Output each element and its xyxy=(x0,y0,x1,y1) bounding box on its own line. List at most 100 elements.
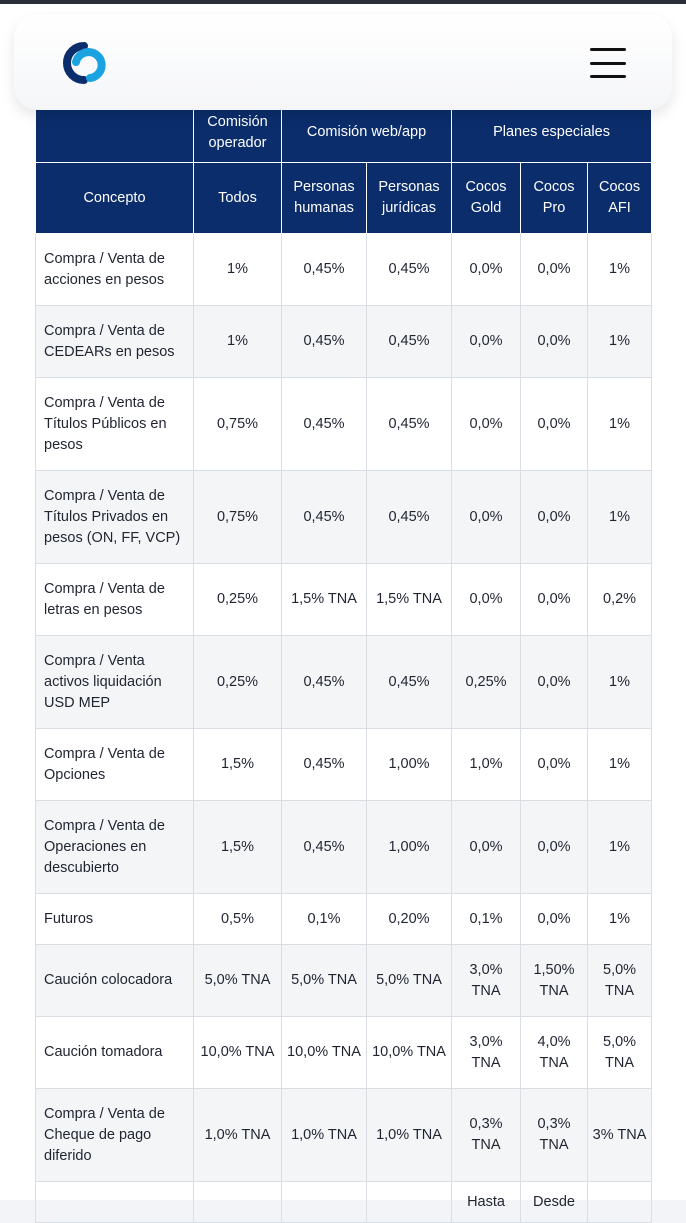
cell-cocos-gold: 0,0% xyxy=(451,563,522,636)
cell-individuals: 0,45% xyxy=(281,800,367,894)
cell-all: 1,0% TNA xyxy=(193,1088,282,1182)
cell-all: 5,0% TNA xyxy=(193,944,282,1017)
cell-individuals xyxy=(281,1181,367,1223)
cell-cocos-gold: 0,0% xyxy=(451,377,522,471)
table-row: Compra / Venta de Opciones 1,5% 0,45% 1,00%… xyxy=(35,728,653,801)
group-header-row: Comisión operador Comisión web/app Plane… xyxy=(35,102,653,163)
cell-companies: 0,45% xyxy=(365,305,453,378)
cell-concept: Compra / Venta de Títulos Públicos en pe… xyxy=(35,377,194,471)
cell-concept: Compra / Venta de Opciones xyxy=(35,728,194,801)
cell-companies: 0,45% xyxy=(365,377,453,471)
cell-cocos-pro: 0,0% xyxy=(520,305,589,378)
column-header-cocos-gold: Cocos Gold xyxy=(451,162,522,234)
table-row: Compra / Venta activos liquidación USD M… xyxy=(35,635,653,729)
cell-companies: 0,45% xyxy=(365,635,453,729)
column-header-cocos-afi: Cocos AFI xyxy=(587,162,653,234)
column-header-row: Concepto Todos Personas humanas Personas… xyxy=(35,162,653,234)
cell-cocos-gold: 3,0% TNA xyxy=(451,1016,522,1089)
cell-companies: 10,0% TNA xyxy=(365,1016,453,1089)
hamburger-menu-icon[interactable] xyxy=(590,48,628,78)
cell-all: 1,5% xyxy=(193,800,282,894)
column-header-individuals: Personas humanas xyxy=(281,162,367,234)
cell-all: 10,0% TNA xyxy=(193,1016,282,1089)
cell-cocos-afi: 5,0% TNA xyxy=(587,944,653,1017)
cell-concept: Compra / Venta activos liquidación USD M… xyxy=(35,635,194,729)
cell-cocos-afi: 1% xyxy=(587,305,653,378)
cell-cocos-afi: 1% xyxy=(587,470,653,564)
cell-cocos-gold: 0,3% TNA xyxy=(451,1088,522,1182)
cell-individuals: 5,0% TNA xyxy=(281,944,367,1017)
cell-companies: 0,20% xyxy=(365,893,453,945)
table-row: Compra / Venta de CEDEARs en pesos 1% 0,45… xyxy=(35,305,653,378)
cell-cocos-pro: 0,0% xyxy=(520,470,589,564)
column-header-companies: Personas jurídicas xyxy=(365,162,453,234)
cell-cocos-afi: 3% TNA xyxy=(587,1088,653,1182)
cell-cocos-afi: 1% xyxy=(587,377,653,471)
cell-individuals: 10,0% TNA xyxy=(281,1016,367,1089)
cell-cocos-afi: 1% xyxy=(587,233,653,306)
cell-all: 1,5% xyxy=(193,728,282,801)
cell-cocos-afi: 0,2% xyxy=(587,563,653,636)
cell-individuals: 1,5% TNA xyxy=(281,563,367,636)
cocos-logo-icon[interactable] xyxy=(54,38,114,88)
header-special-plans: Planes especiales xyxy=(451,102,653,163)
cell-cocos-gold: 0,0% xyxy=(451,470,522,564)
cell-cocos-gold: 0,0% xyxy=(451,305,522,378)
cell-concept: Futuros xyxy=(35,893,194,945)
cell-companies xyxy=(365,1181,453,1223)
header-operator-commission: Comisión operador xyxy=(193,102,282,163)
table-row: Hasta Desde xyxy=(35,1181,653,1223)
table-row: Caución colocadora 5,0% TNA 5,0% TNA 5,0% T… xyxy=(35,944,653,1017)
cell-cocos-gold: 0,1% xyxy=(451,893,522,945)
cell-concept: Caución tomadora xyxy=(35,1016,194,1089)
cell-companies: 0,45% xyxy=(365,233,453,306)
cell-cocos-gold: Hasta xyxy=(451,1181,522,1223)
cell-cocos-pro: 1,50% TNA xyxy=(520,944,589,1017)
cell-cocos-pro: 4,0% TNA xyxy=(520,1016,589,1089)
cell-cocos-pro: 0,0% xyxy=(520,635,589,729)
cell-individuals: 0,45% xyxy=(281,305,367,378)
cell-cocos-gold: 0,0% xyxy=(451,233,522,306)
cell-companies: 0,45% xyxy=(365,470,453,564)
cell-cocos-pro: Desde xyxy=(520,1181,589,1223)
cell-cocos-afi xyxy=(587,1181,653,1223)
cell-companies: 1,5% TNA xyxy=(365,563,453,636)
cell-cocos-afi: 5,0% TNA xyxy=(587,1016,653,1089)
cell-cocos-afi: 1% xyxy=(587,800,653,894)
cell-concept: Caución colocadora xyxy=(35,944,194,1017)
cell-individuals: 0,45% xyxy=(281,470,367,564)
table-row: Compra / Venta de acciones en pesos 1% 0,4… xyxy=(35,233,653,306)
cell-concept: Compra / Venta de CEDEARs en pesos xyxy=(35,305,194,378)
cell-concept: Compra / Venta de letras en pesos xyxy=(35,563,194,636)
header-blank xyxy=(35,102,194,163)
cell-all: 1% xyxy=(193,233,282,306)
cell-cocos-pro: 0,0% xyxy=(520,728,589,801)
column-header-all: Todos xyxy=(193,162,282,234)
cell-cocos-pro: 0,0% xyxy=(520,377,589,471)
cell-individuals: 0,45% xyxy=(281,728,367,801)
cell-cocos-gold: 0,0% xyxy=(451,800,522,894)
table-row: Compra / Venta de Títulos Públicos en pe… xyxy=(35,377,653,471)
cell-cocos-afi: 1% xyxy=(587,893,653,945)
cell-cocos-afi: 1% xyxy=(587,635,653,729)
table-row: Caución tomadora 10,0% TNA 10,0% TNA 10,0% … xyxy=(35,1016,653,1089)
cell-cocos-afi: 1% xyxy=(587,728,653,801)
commissions-table: Comisión operador Comisión web/app Plane… xyxy=(35,102,653,1223)
cell-all: 0,75% xyxy=(193,470,282,564)
cell-concept xyxy=(35,1181,194,1223)
cell-all: 0,75% xyxy=(193,377,282,471)
cell-all: 0,25% xyxy=(193,563,282,636)
cell-companies: 1,00% xyxy=(365,728,453,801)
cell-companies: 1,00% xyxy=(365,800,453,894)
cell-concept: Compra / Venta de Cheque de pago diferid… xyxy=(35,1088,194,1182)
cell-individuals: 0,45% xyxy=(281,635,367,729)
cell-concept: Compra / Venta de Títulos Privados en pe… xyxy=(35,470,194,564)
table-row: Compra / Venta de Títulos Privados en pe… xyxy=(35,470,653,564)
column-header-cocos-pro: Cocos Pro xyxy=(520,162,589,234)
cell-all: 1% xyxy=(193,305,282,378)
cell-concept: Compra / Venta de Operaciones en descubi… xyxy=(35,800,194,894)
column-header-concept: Concepto xyxy=(35,162,194,234)
cell-companies: 1,0% TNA xyxy=(365,1088,453,1182)
cell-cocos-pro: 0,0% xyxy=(520,800,589,894)
cell-individuals: 0,45% xyxy=(281,377,367,471)
